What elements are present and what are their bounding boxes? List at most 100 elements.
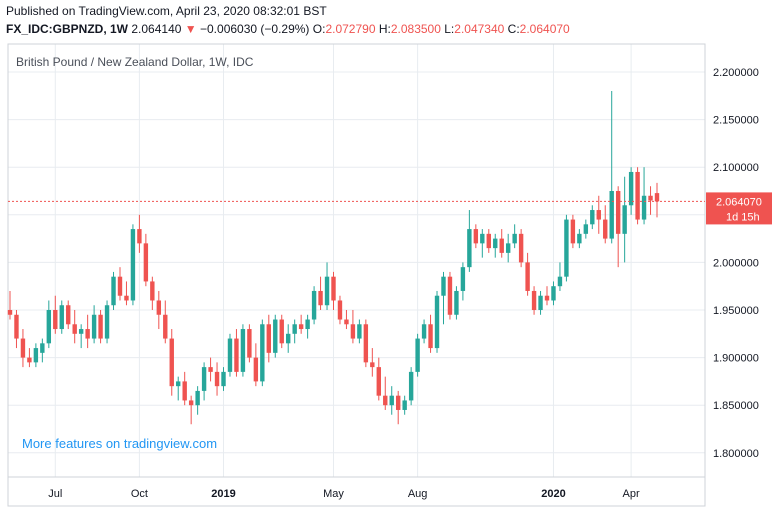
high-value: 2.083500: [390, 22, 441, 36]
candle: [59, 300, 64, 334]
candle-body: [279, 319, 284, 344]
candle-body: [544, 295, 550, 301]
candle: [156, 290, 162, 330]
candle: [266, 314, 271, 363]
candle: [505, 233, 511, 263]
candle: [78, 324, 84, 349]
candle: [324, 262, 330, 310]
candle-body: [59, 305, 64, 330]
candle-body: [551, 286, 556, 301]
candle-body: [201, 367, 207, 391]
candle: [286, 324, 291, 353]
symbol-label: FX_IDC:GBPNZD, 1W: [6, 22, 129, 36]
candle-body: [428, 324, 433, 349]
candle-body: [163, 314, 168, 339]
candle: [40, 338, 45, 363]
candle: [150, 276, 155, 310]
candle: [389, 386, 394, 415]
candle-body: [557, 276, 563, 287]
candle-body: [499, 238, 504, 253]
candle: [337, 295, 343, 325]
candle: [512, 224, 517, 249]
candle-body: [292, 324, 297, 334]
last-price-tag-label: 2.064070: [716, 196, 762, 208]
candle-body: [648, 195, 653, 201]
candle-body: [331, 276, 336, 301]
chart-title: British Pound / New Zealand Dollar, 1W, …: [16, 55, 254, 69]
candle: [253, 343, 259, 387]
candle: [596, 195, 601, 234]
candle-body: [130, 229, 136, 301]
candle: [221, 367, 226, 391]
candle-body: [447, 276, 453, 315]
candle: [428, 314, 433, 353]
price-tick-label: 1.900000: [713, 353, 759, 365]
candle-body: [273, 319, 278, 353]
candle-body: [111, 276, 116, 306]
time-tick-label: Apr: [623, 488, 640, 500]
candle-body: [324, 276, 330, 306]
candle-body: [188, 400, 194, 406]
candle-body: [408, 371, 414, 401]
candle-body: [622, 205, 627, 234]
candle: [370, 348, 375, 377]
candle-body: [396, 395, 401, 410]
candle: [27, 348, 32, 368]
candle: [130, 224, 136, 306]
candle: [311, 286, 317, 325]
candle-body: [641, 195, 647, 220]
price-tick-label: 1.800000: [713, 448, 759, 460]
candle-body: [615, 191, 621, 234]
candle-body: [124, 295, 129, 301]
candle-body: [596, 210, 601, 220]
low-value: 2.047340: [454, 22, 505, 36]
candle: [344, 310, 349, 330]
candle-body: [117, 276, 123, 296]
candle: [46, 300, 52, 349]
candle-body: [434, 295, 440, 349]
candle: [227, 333, 233, 377]
candle-body: [298, 324, 304, 330]
candle-body: [473, 229, 479, 244]
candle-body: [78, 329, 84, 334]
candle: [628, 167, 634, 215]
candle: [460, 262, 466, 301]
candle: [7, 290, 13, 320]
candle: [331, 271, 336, 310]
candle: [635, 167, 640, 225]
candle-body: [344, 319, 349, 325]
open-value: 2.072790: [325, 22, 376, 36]
time-axis-labels: Jul Oct 2019 May Aug 2020 Apr: [48, 488, 640, 500]
grid-lines: [8, 44, 705, 477]
candle-body: [40, 343, 45, 353]
candle-body: [182, 381, 187, 401]
candle: [91, 305, 97, 344]
ohlc-header: FX_IDC:GBPNZD, 1W 2.064140 ▼ −0.006030 (…: [6, 22, 570, 36]
candle: [467, 210, 472, 272]
time-tick-label: Aug: [408, 488, 428, 500]
candle-body: [460, 267, 466, 291]
candle-body: [305, 319, 310, 330]
candle: [376, 357, 381, 401]
candle: [111, 271, 116, 310]
candle-body: [98, 314, 103, 339]
candle: [104, 300, 110, 344]
candle: [124, 281, 129, 306]
candle: [525, 252, 530, 296]
candle-body: [253, 357, 259, 382]
low-label: L:: [444, 22, 455, 36]
candle-body: [234, 338, 239, 372]
candle: [234, 329, 239, 377]
candle-body: [104, 305, 110, 339]
published-line: Published on TradingView.com, April 23, …: [6, 4, 327, 18]
candle: [486, 229, 491, 253]
candles: [7, 91, 660, 425]
candle: [531, 286, 537, 315]
candle-body: [143, 243, 149, 282]
high-label: H:: [378, 22, 391, 36]
candle-body: [421, 324, 427, 339]
candle: [615, 186, 621, 268]
watermark-link[interactable]: More features on tradingview.com: [22, 436, 217, 451]
candle-body: [577, 233, 582, 244]
